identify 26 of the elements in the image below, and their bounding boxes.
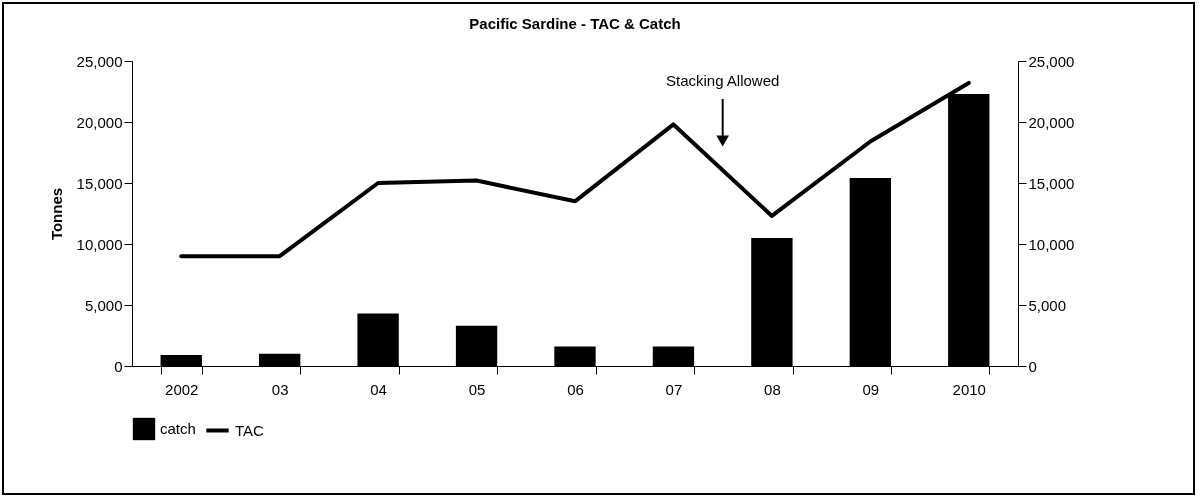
y-axis-title: Tonnes bbox=[47, 187, 65, 241]
chart-title: Pacific Sardine - TAC & Catch bbox=[469, 15, 681, 32]
x-tick-label: 2002 bbox=[165, 380, 199, 398]
y-tick-label: 0 bbox=[114, 357, 123, 375]
x-tick-label: 05 bbox=[468, 380, 486, 398]
x-tick-label: 2010 bbox=[952, 380, 986, 398]
annotation: Stacking Allowed bbox=[665, 72, 780, 89]
x-tick-label: 03 bbox=[271, 380, 289, 398]
y-tick-label: 25,000 bbox=[76, 52, 123, 70]
x-tick-label: 09 bbox=[862, 380, 880, 398]
y-tick-label: 20,000 bbox=[76, 113, 123, 131]
x-tick-label: 04 bbox=[370, 380, 387, 398]
legend-label: TAC bbox=[235, 421, 265, 439]
y-tick-label: 10,000 bbox=[76, 235, 123, 253]
y2-tick-label: 0 bbox=[1028, 357, 1037, 375]
y-tick-label: 15,000 bbox=[76, 174, 123, 192]
y2-tick-label: 15,000 bbox=[1028, 174, 1075, 192]
legend-label: catch bbox=[160, 420, 196, 437]
y2-tick-label: 20,000 bbox=[1028, 113, 1075, 131]
x-tick-label: 07 bbox=[665, 380, 683, 398]
y2-tick-label: 5,000 bbox=[1028, 296, 1067, 314]
y2-tick-label: 25,000 bbox=[1028, 52, 1075, 70]
x-tick-label: 06 bbox=[567, 380, 584, 398]
y2-tick-label: 10,000 bbox=[1028, 235, 1075, 253]
y-tick-label: 5,000 bbox=[84, 296, 123, 314]
x-tick-label: 08 bbox=[764, 380, 781, 398]
